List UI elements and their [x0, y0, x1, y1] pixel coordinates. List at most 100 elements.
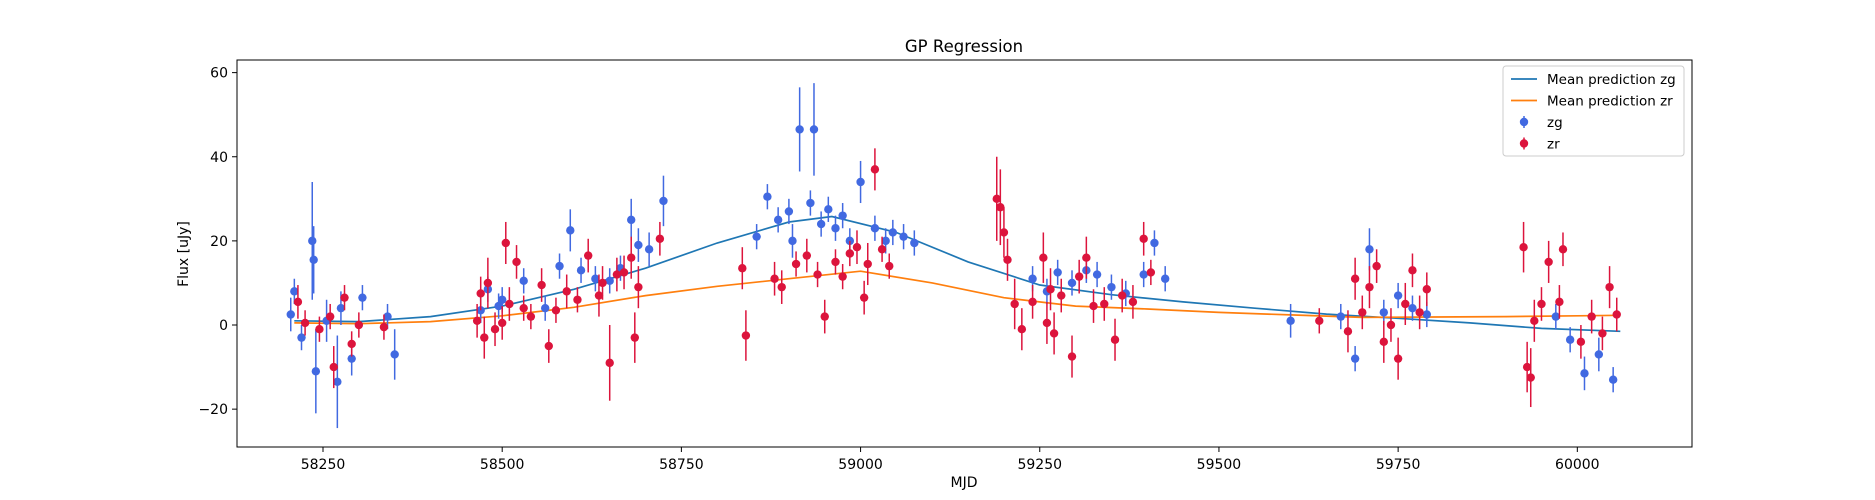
data-point-zg	[881, 236, 890, 246]
data-point-zr	[300, 318, 310, 328]
data-point-zg	[591, 274, 600, 283]
series-zg	[286, 83, 1618, 429]
data-point-zr	[1612, 310, 1621, 319]
legend-entry: Mean prediction zg	[1511, 72, 1676, 88]
data-point-zg	[1580, 369, 1589, 378]
data-point-zg	[838, 211, 847, 220]
data-point-zg	[1150, 238, 1159, 248]
data-point-zg	[910, 238, 919, 248]
data-point-zg	[566, 226, 575, 235]
data-point-zr	[472, 316, 482, 326]
data-point-zg	[297, 333, 306, 342]
data-point-zr	[329, 362, 338, 372]
data-point-zr	[537, 280, 546, 290]
data-point-zr	[1074, 272, 1084, 281]
data-point-zg	[494, 301, 503, 311]
legend-label: Mean prediction zg	[1547, 72, 1676, 88]
legend-marker-swatch	[1519, 139, 1529, 148]
legend-entry: zg	[1519, 115, 1563, 131]
data-point-zr	[293, 297, 303, 307]
data-point-zr	[1128, 297, 1138, 307]
data-point-zg	[383, 312, 392, 321]
data-point-zg	[888, 228, 898, 237]
data-point-zr	[1519, 242, 1528, 252]
data-point-zr	[497, 318, 507, 328]
data-point-zr	[340, 293, 349, 302]
data-point-zr	[1089, 301, 1098, 311]
data-point-zr	[999, 228, 1009, 237]
data-point-zr	[1343, 327, 1353, 336]
data-point-zg	[809, 125, 819, 134]
data-point-zr	[1537, 299, 1546, 309]
data-point-zr	[1100, 299, 1109, 309]
data-point-zg	[856, 177, 865, 187]
data-point-zg	[1608, 375, 1618, 384]
data-point-zr	[1555, 297, 1564, 307]
data-point-zr	[655, 234, 665, 243]
data-point-zr	[1576, 337, 1586, 347]
data-point-zr	[820, 312, 829, 321]
data-point-zr	[996, 203, 1005, 212]
data-point-zr	[1046, 285, 1055, 294]
data-point-zg	[309, 255, 318, 265]
data-point-zr	[1530, 316, 1539, 326]
data-point-zr	[1422, 285, 1432, 294]
data-point-zr	[1117, 291, 1127, 300]
data-point-zr	[1082, 253, 1091, 262]
legend-label: Mean prediction zr	[1547, 94, 1673, 110]
data-point-zr	[1379, 337, 1388, 347]
data-point-zr	[1558, 245, 1568, 254]
data-point-zg	[286, 310, 295, 319]
data-point-zr	[325, 312, 335, 321]
data-point-zg	[627, 215, 636, 225]
data-point-zr	[544, 341, 553, 351]
x-axis-label: MJD	[951, 475, 978, 491]
data-point-zr	[1393, 354, 1403, 363]
data-point-zr	[490, 325, 500, 334]
data-point-zr	[1110, 335, 1120, 344]
data-point-zg	[1551, 312, 1561, 321]
legend-entry: Mean prediction zr	[1511, 94, 1673, 110]
data-point-zr	[741, 331, 751, 340]
data-point-zr	[1386, 320, 1396, 330]
data-point-zr	[501, 238, 510, 248]
legend: Mean prediction zg Mean prediction zr zg zr	[1502, 65, 1685, 157]
axis-ticks: 58250 58500 58750 59000 59250 59500 59750 60000…	[198, 66, 1599, 473]
series-zr	[293, 148, 1621, 408]
data-point-zr	[770, 274, 779, 283]
data-point-zg	[824, 205, 833, 214]
data-point-zr	[619, 268, 629, 277]
data-point-zr	[476, 289, 485, 298]
data-point-zg	[795, 125, 804, 134]
data-point-zg	[1053, 268, 1062, 277]
x-tick-label: 59250	[1017, 457, 1062, 473]
data-point-zr	[551, 306, 561, 315]
data-point-zg	[333, 377, 342, 386]
data-point-zr	[562, 287, 571, 296]
x-tick-label: 60000	[1555, 457, 1600, 473]
legend-label: zr	[1547, 137, 1560, 153]
data-point-zr	[1146, 268, 1156, 277]
data-point-zr	[519, 303, 528, 313]
data-point-zr	[1526, 373, 1535, 382]
data-point-zr	[526, 312, 536, 321]
data-point-zg	[1107, 282, 1116, 292]
data-point-zr	[1544, 257, 1553, 267]
data-point-zg	[752, 232, 761, 241]
data-point-zg	[634, 240, 643, 250]
data-point-zr	[573, 295, 582, 304]
data-point-zr	[838, 272, 847, 281]
data-point-zr	[505, 299, 514, 309]
legend-box	[1502, 65, 1685, 157]
data-point-zg	[390, 350, 399, 359]
data-point-zg	[831, 224, 840, 233]
data-point-zr	[738, 264, 747, 273]
data-point-zg	[308, 236, 317, 246]
data-point-zr	[1057, 291, 1066, 300]
data-point-zr	[1039, 253, 1048, 262]
data-point-zr	[315, 325, 324, 334]
data-point-zr	[480, 333, 489, 342]
legend-label: zg	[1547, 115, 1563, 131]
y-tick-label: −20	[198, 402, 228, 418]
data-point-zg	[1139, 270, 1148, 279]
